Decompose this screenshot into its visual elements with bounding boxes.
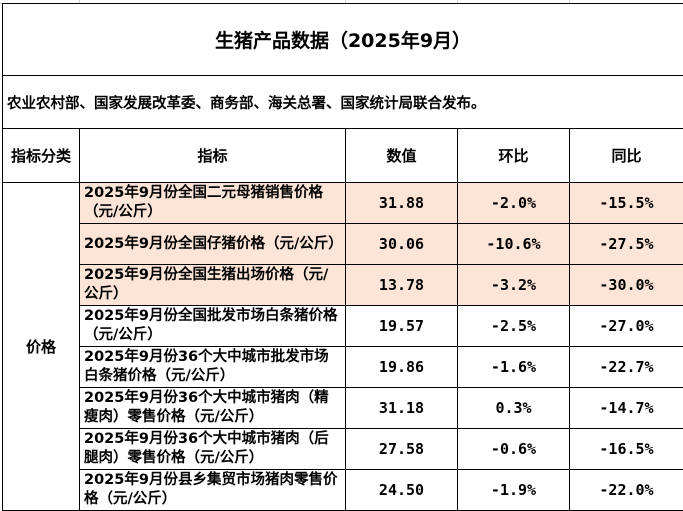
yoy-cell[interactable]: -22.7% (570, 347, 683, 388)
category-price[interactable]: 价格 (3, 183, 80, 511)
mom-cell[interactable]: -3.2% (458, 265, 570, 306)
indicator-cell[interactable]: 2025年9月份县乡集贸市场猪肉零售价格（元/公斤） (80, 470, 346, 511)
yoy-cell[interactable]: -27.5% (570, 224, 683, 265)
pig-products-table: 生猪产品数据（2025年9月） 农业农村部、国家发展改革委、商务部、海关总署、国… (2, 3, 683, 511)
mom-cell[interactable]: -2.0% (458, 183, 570, 224)
yoy-cell[interactable]: -14.7% (570, 388, 683, 429)
indicator-cell[interactable]: 2025年9月份36个大中城市猪肉（后腿肉）零售价格（元/公斤） (80, 429, 346, 470)
yoy-cell[interactable]: -16.5% (570, 429, 683, 470)
header-category[interactable]: 指标分类 (3, 129, 80, 183)
header-mom[interactable]: 环比 (458, 129, 570, 183)
indicator-cell[interactable]: 2025年9月份36个大中城市批发市场白条猪价格（元/公斤） (80, 347, 346, 388)
mom-cell[interactable]: 0.3% (458, 388, 570, 429)
indicator-cell[interactable]: 2025年9月份全国批发市场白条猪价格（元/公斤） (80, 306, 346, 347)
mom-cell[interactable]: -10.6% (458, 224, 570, 265)
value-cell[interactable]: 24.50 (346, 470, 458, 511)
yoy-cell[interactable]: -30.0% (570, 265, 683, 306)
value-cell[interactable]: 31.18 (346, 388, 458, 429)
value-cell[interactable]: 30.06 (346, 224, 458, 265)
indicator-cell[interactable]: 2025年9月份全国二元母猪销售价格（元/公斤） (80, 183, 346, 224)
value-cell[interactable]: 31.88 (346, 183, 458, 224)
value-cell[interactable]: 13.78 (346, 265, 458, 306)
value-cell[interactable]: 19.57 (346, 306, 458, 347)
indicator-cell[interactable]: 2025年9月份全国仔猪价格（元/公斤） (80, 224, 346, 265)
mom-cell[interactable]: -1.9% (458, 470, 570, 511)
mom-cell[interactable]: -0.6% (458, 429, 570, 470)
yoy-cell[interactable]: -27.0% (570, 306, 683, 347)
mom-cell[interactable]: -1.6% (458, 347, 570, 388)
yoy-cell[interactable]: -15.5% (570, 183, 683, 224)
table-title[interactable]: 生猪产品数据（2025年9月） (3, 4, 683, 76)
value-cell[interactable]: 19.86 (346, 347, 458, 388)
source-note[interactable]: 农业农村部、国家发展改革委、商务部、海关总署、国家统计局联合发布。 (3, 76, 683, 129)
header-indicator[interactable]: 指标 (80, 129, 346, 183)
header-value[interactable]: 数值 (346, 129, 458, 183)
indicator-cell[interactable]: 2025年9月份36个大中城市猪肉（精瘦肉）零售价格（元/公斤） (80, 388, 346, 429)
yoy-cell[interactable]: -22.0% (570, 470, 683, 511)
value-cell[interactable]: 27.58 (346, 429, 458, 470)
indicator-cell[interactable]: 2025年9月份全国生猪出场价格（元/公斤） (80, 265, 346, 306)
header-yoy[interactable]: 同比 (570, 129, 683, 183)
mom-cell[interactable]: -2.5% (458, 306, 570, 347)
